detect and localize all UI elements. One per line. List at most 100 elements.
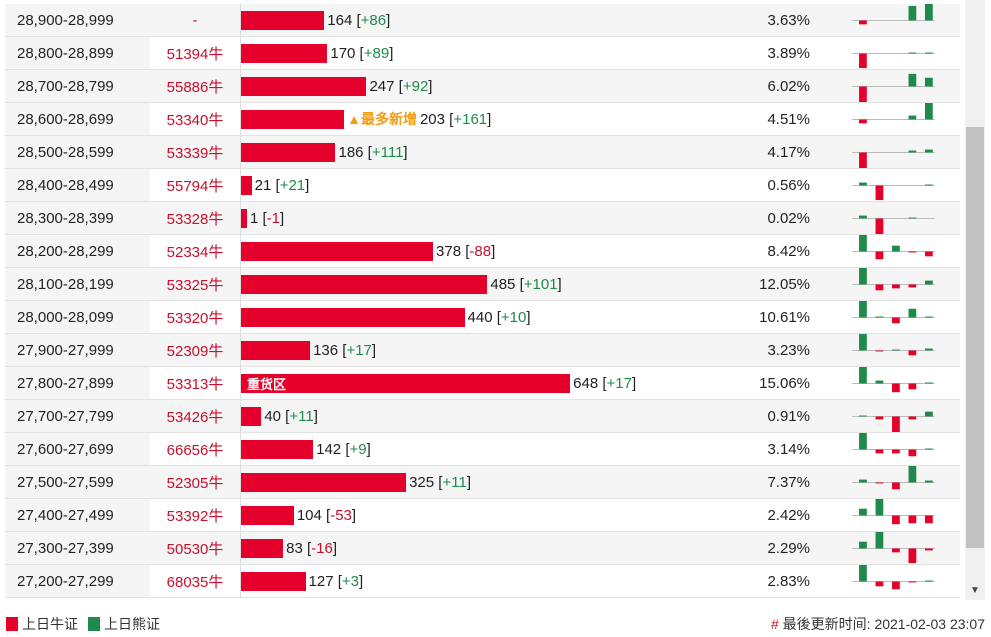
count-cell: 127 [+3] (241, 565, 731, 597)
sparkline-bar (892, 284, 900, 289)
sparkline-bar (859, 367, 867, 384)
count-bar (241, 142, 336, 162)
sparkline (852, 149, 935, 168)
table-row[interactable]: 27,600-27,699 66656牛 142 [+9] 3.14% (5, 433, 960, 466)
bull-code[interactable]: 55886牛 (150, 70, 241, 102)
table-row[interactable]: 27,900-27,999 52309牛 136 [+17] 3.23% (5, 334, 960, 367)
sparkline-bar (908, 350, 917, 356)
sparkline-bar (859, 415, 867, 417)
bar-label: 重货区 (247, 376, 287, 392)
sparkline (852, 334, 935, 356)
table-row[interactable]: 28,900-28,999 - 164 [+86] 3.63% (5, 4, 960, 37)
bull-code[interactable]: - (150, 4, 241, 36)
legend-bear: 上日熊证 (104, 616, 160, 632)
count-cell: 83 [-16] (241, 532, 731, 564)
table-row[interactable]: 28,200-28,299 52334牛 378 [-88] 8.42% (5, 235, 960, 268)
change: +10 (500, 308, 527, 326)
sparkline-bar (908, 73, 917, 87)
bull-code[interactable]: 52309牛 (150, 334, 241, 366)
sparkline (852, 466, 935, 490)
bull-code[interactable]: 53320牛 (150, 301, 241, 333)
count-bar (241, 175, 252, 195)
price-range: 28,500-28,599 (5, 136, 150, 168)
sparkline-bar (908, 150, 917, 153)
bull-code[interactable]: 52305牛 (150, 466, 241, 498)
table-row[interactable]: 28,400-28,499 55794牛 21 [+21] 0.56% (5, 169, 960, 202)
bull-code[interactable]: 53313牛 (150, 367, 241, 399)
table-row[interactable]: 27,700-27,799 53426牛 40 [+11] 0.91% (5, 400, 960, 433)
sparkline-bar (875, 350, 884, 352)
change: +21 (279, 176, 306, 194)
count-bar (241, 571, 306, 591)
sparkline-bar (859, 541, 867, 549)
change: -1 (266, 209, 281, 227)
count-value: 648 [+17] (573, 374, 637, 392)
bull-code[interactable]: 53392牛 (150, 499, 241, 531)
sparkline-bar (908, 217, 917, 219)
table-row[interactable]: 27,800-27,899 53313牛 重货区 648 [+17] 15.06… (5, 367, 960, 400)
percent: 10.61% (759, 308, 810, 326)
count-value: 325 [+11] (409, 473, 471, 491)
table-row[interactable]: 28,100-28,199 53325牛 485 [+101] 12.05% (5, 268, 960, 301)
bull-code[interactable]: 53325牛 (150, 268, 241, 300)
sparkline-bar (892, 349, 900, 351)
count-bar: 重货区 (241, 373, 571, 393)
bull-code[interactable]: 53340牛 (150, 103, 241, 135)
count-cell: 247 [+92] (241, 70, 731, 102)
sparkline-bar (859, 182, 867, 186)
bull-code[interactable]: 53426牛 (150, 400, 241, 432)
price-range: 27,700-27,799 (5, 400, 150, 432)
scrollbar-thumb[interactable] (966, 127, 984, 548)
count: 247 (369, 77, 395, 95)
count-cell: 440 [+10] (241, 301, 731, 333)
table-row[interactable]: 27,300-27,399 50530牛 83 [-16] 2.29% (5, 532, 960, 565)
sparkline-bar (925, 4, 933, 21)
bull-code[interactable]: 66656牛 (150, 433, 241, 465)
count-cell: 142 [+9] (241, 433, 731, 465)
sparkline-bar (875, 218, 884, 234)
percent: 6.02% (767, 77, 810, 95)
table-row[interactable]: 27,500-27,599 52305牛 325 [+11] 7.37% (5, 466, 960, 499)
table-row[interactable]: 28,600-28,699 53340牛 ▲最多新增 203 [+161] 4.… (5, 103, 960, 136)
count: 83 (286, 539, 303, 557)
percent: 0.02% (767, 209, 810, 227)
sparkline-bar (859, 119, 867, 124)
percent: 4.51% (767, 110, 810, 128)
table-row[interactable]: 28,700-28,799 55886牛 247 [+92] 6.02% (5, 70, 960, 103)
most-added-tag: ▲最多新增 (347, 111, 417, 127)
sparkline-bar (859, 433, 867, 450)
price-range: 27,400-27,499 (5, 499, 150, 531)
sparkline-bar (892, 515, 900, 525)
bull-code[interactable]: 51394牛 (150, 37, 241, 69)
table-row[interactable]: 28,500-28,599 53339牛 186 [+111] 4.17% (5, 136, 960, 169)
table-row[interactable]: 28,800-28,899 51394牛 170 [+89] 3.89% (5, 37, 960, 70)
bull-code[interactable]: 52334牛 (150, 235, 241, 267)
bull-code[interactable]: 53339牛 (150, 136, 241, 168)
count-bar (241, 307, 465, 327)
bull-code[interactable]: 50530牛 (150, 532, 241, 564)
percent: 0.56% (767, 176, 810, 194)
percent: 3.23% (767, 341, 810, 359)
table-row[interactable]: 27,200-27,299 68035牛 127 [+3] 2.83% (5, 565, 960, 598)
count-bar (241, 505, 294, 525)
count-value: 40 [+11] (264, 407, 318, 425)
sparkline-bar (859, 20, 867, 25)
count-value: 83 [-16] (286, 539, 338, 557)
count-bar (241, 10, 325, 30)
sparkline (852, 235, 935, 260)
table-row[interactable]: 28,000-28,099 53320牛 440 [+10] 10.61% (5, 301, 960, 334)
bull-code[interactable]: 55794牛 (150, 169, 241, 201)
sparkline-bar (875, 482, 884, 484)
bull-code[interactable]: 68035牛 (150, 565, 241, 597)
change: -16 (311, 539, 333, 557)
sparkline-bar (875, 251, 884, 260)
count-cell: 40 [+11] (241, 400, 731, 432)
count-cell: 170 [+89] (241, 37, 731, 69)
bull-code[interactable]: 53328牛 (150, 202, 241, 234)
percent: 15.06% (759, 374, 810, 392)
scroll-down-icon[interactable]: ▼ (970, 585, 980, 596)
table-row[interactable]: 27,400-27,499 53392牛 104 [-53] 2.42% (5, 499, 960, 532)
table-row[interactable]: 28,300-28,399 53328牛 1 [-1] 0.02% (5, 202, 960, 235)
scrollbar[interactable]: ▼ (965, 0, 985, 600)
count-bar (241, 274, 488, 294)
